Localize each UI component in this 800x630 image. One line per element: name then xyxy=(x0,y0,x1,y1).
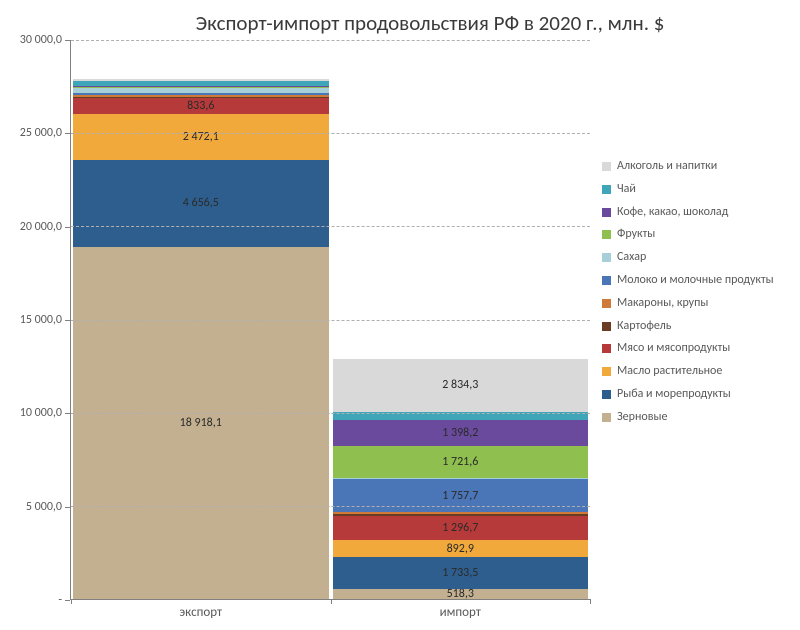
segment-oil: 892,9 xyxy=(333,540,589,557)
y-tick-mark xyxy=(65,600,70,601)
gridline xyxy=(71,320,590,321)
segment-label: 4 656,5 xyxy=(183,196,219,210)
plot-area: 18 918,14 656,52 472,1833,6экспорт518,31… xyxy=(70,40,590,600)
x-tick-mark xyxy=(590,599,591,604)
legend-swatch xyxy=(602,230,611,239)
legend-label: Зерновые xyxy=(617,411,667,425)
legend-item: Мясо и мясопродукты xyxy=(602,342,790,356)
y-tick-label: - xyxy=(58,593,62,607)
gridline xyxy=(71,226,590,227)
y-tick-label: 10 000,0 xyxy=(20,406,62,420)
segment-label: 1 721,6 xyxy=(442,455,478,469)
legend-label: Мясо и мясопродукты xyxy=(617,342,730,356)
legend-item: Масло растительное xyxy=(602,365,790,379)
segment-alcohol: 2 834,3 xyxy=(333,359,589,412)
legend-item: Макароны, крупы xyxy=(602,297,790,311)
legend-item: Молоко и молочные продукты xyxy=(602,274,790,288)
legend-swatch xyxy=(602,276,611,285)
legend-item: Алкоголь и напитки xyxy=(602,160,790,174)
legend-item: Сахар xyxy=(602,251,790,265)
segment-label: 1 398,2 xyxy=(442,426,478,440)
segment-fruit: 1 721,6 xyxy=(333,446,589,478)
legend-item: Рыба и морепродукты xyxy=(602,388,790,402)
legend-swatch xyxy=(602,208,611,217)
legend-label: Алкоголь и напитки xyxy=(617,160,717,174)
chart-container: Экспорт-импорт продовольствия РФ в 2020 … xyxy=(0,0,800,630)
legend-label: Чай xyxy=(617,183,636,197)
x-tick-mark xyxy=(71,599,72,604)
segment-coffee xyxy=(73,86,329,87)
segment-oil: 2 472,1 xyxy=(73,114,329,160)
segment-meat: 833,6 xyxy=(73,98,329,114)
legend-swatch xyxy=(602,299,611,308)
segment-label: 18 918,1 xyxy=(180,416,222,430)
segment-sugar xyxy=(333,478,589,479)
legend-item: Зерновые xyxy=(602,411,790,425)
segment-label: 1 757,7 xyxy=(442,489,478,503)
segment-alcohol xyxy=(73,79,329,81)
segment-pasta xyxy=(73,95,329,97)
legend-swatch xyxy=(602,367,611,376)
legend-item: Чай xyxy=(602,183,790,197)
segment-label: 1 296,7 xyxy=(442,521,478,535)
gridline xyxy=(71,133,590,134)
segment-label: 833,6 xyxy=(187,99,214,113)
y-tick-label: 20 000,0 xyxy=(20,220,62,234)
segment-label: 2 834,3 xyxy=(442,378,478,392)
segment-coffee: 1 398,2 xyxy=(333,420,589,446)
segment-milk: 1 757,7 xyxy=(333,479,589,512)
legend-swatch xyxy=(602,413,611,422)
gridline xyxy=(71,506,590,507)
segment-potato xyxy=(73,97,329,98)
segment-pasta xyxy=(333,512,589,514)
gridline xyxy=(71,413,590,414)
segment-tea xyxy=(73,81,329,85)
x-tick-label: импорт xyxy=(440,605,481,620)
segment-sugar xyxy=(73,88,329,92)
segment-label: 1 733,5 xyxy=(442,566,478,580)
legend-swatch xyxy=(602,253,611,262)
y-tick-label: 30 000,0 xyxy=(20,33,62,47)
legend-swatch xyxy=(602,322,611,331)
segment-potato xyxy=(333,514,589,516)
segment-milk xyxy=(73,93,329,95)
y-tick-label: 25 000,0 xyxy=(20,126,62,140)
legend-swatch xyxy=(602,390,611,399)
legend-label: Молоко и молочные продукты xyxy=(617,274,774,288)
legend-item: Кофе, какао, шоколад xyxy=(602,206,790,220)
y-tick-label: 5 000,0 xyxy=(26,500,62,514)
legend-label: Макароны, крупы xyxy=(617,297,708,311)
segment-label: 892,9 xyxy=(447,542,474,556)
legend-item: Картофель xyxy=(602,320,790,334)
legend-label: Рыба и морепродукты xyxy=(617,388,731,402)
plot-wrapper: -5 000,010 000,015 000,020 000,025 000,0… xyxy=(10,40,790,600)
x-tick-label: экспорт xyxy=(179,605,222,620)
chart-title: Экспорт-импорт продовольствия РФ в 2020 … xyxy=(70,10,790,36)
segment-fish: 1 733,5 xyxy=(333,557,589,589)
segment-grain: 18 918,1 xyxy=(73,247,329,600)
segment-label: 2 472,1 xyxy=(183,130,219,144)
segment-grain: 518,3 xyxy=(333,589,589,599)
legend-label: Фрукты xyxy=(617,228,655,242)
legend: Алкоголь и напитки Чай Кофе, какао, шокола… xyxy=(590,40,790,600)
legend-label: Картофель xyxy=(617,320,671,334)
legend-swatch xyxy=(602,344,611,353)
legend-label: Кофе, какао, шоколад xyxy=(617,206,728,220)
segment-meat: 1 296,7 xyxy=(333,516,589,540)
y-tick-label: 15 000,0 xyxy=(20,313,62,327)
legend-item: Фрукты xyxy=(602,228,790,242)
legend-swatch xyxy=(602,185,611,194)
gridline xyxy=(71,40,590,41)
y-axis: -5 000,010 000,015 000,020 000,025 000,0… xyxy=(10,40,70,600)
segment-fruit xyxy=(73,87,329,88)
legend-label: Сахар xyxy=(617,251,646,265)
legend-swatch xyxy=(602,162,611,171)
x-tick-mark xyxy=(331,599,332,604)
segment-fish: 4 656,5 xyxy=(73,160,329,247)
legend-label: Масло растительное xyxy=(617,365,722,379)
